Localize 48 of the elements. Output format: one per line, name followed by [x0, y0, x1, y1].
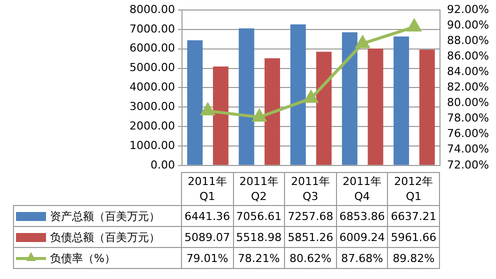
y2-tick-label: 76.00%	[447, 127, 489, 140]
data-label: 89.82%	[388, 248, 440, 268]
point	[252, 110, 266, 122]
data-label: 6441.36	[182, 206, 234, 226]
data-label: 6637.21	[388, 206, 440, 226]
y-tick-label: 6000.00	[130, 42, 175, 55]
y2-tick-label: 80.00%	[447, 96, 489, 110]
y-tick-label: 4000.00	[130, 80, 175, 94]
legend-label: 负债总额（百美万元）	[14, 226, 182, 248]
x-tick-label: 2011年Q2	[233, 172, 285, 206]
y2-tick-label: 88.00%	[447, 34, 489, 47]
y2-tick-label: 86.00%	[447, 49, 489, 62]
y2-tick-label: 92.00%	[447, 2, 489, 16]
data-label: 80.62%	[284, 248, 336, 268]
data-label: 6853.86	[336, 206, 388, 226]
data-label: 87.68%	[336, 248, 388, 268]
x-tick-label: 2011年Q4	[336, 172, 388, 206]
point	[201, 103, 214, 116]
y-tick-label: 3000.00	[130, 100, 175, 113]
data-label: 5089.07	[182, 226, 234, 248]
point	[408, 19, 421, 32]
y2-tick-label: 82.00%	[447, 80, 489, 94]
point	[304, 90, 318, 103]
y2-tick-label: 72.00%	[447, 158, 489, 172]
y2-tick-label: 74.00%	[447, 142, 489, 156]
y2-tick-label: 84.00%	[447, 65, 489, 78]
y-tick-label: 0.00	[150, 158, 175, 172]
legend-label: 负债率（%）	[14, 248, 182, 268]
data-label: 5518.98	[233, 226, 285, 248]
y2-tick-label: 78.00%	[447, 112, 489, 125]
y-tick-label: 8000.00	[130, 2, 175, 16]
y2-tick-label: 90.00%	[447, 18, 489, 32]
point	[356, 36, 370, 48]
data-label: 6009.24	[336, 226, 388, 248]
y-tick-label: 1000.00	[130, 138, 175, 152]
data-label: 7056.61	[233, 206, 285, 226]
data-label: 5961.66	[388, 226, 440, 248]
y-tick-label: 7000.00	[130, 22, 175, 36]
data-label: 5851.26	[284, 226, 336, 248]
data-label: 79.01%	[182, 248, 234, 268]
x-tick-label: 2011年Q1	[182, 172, 234, 206]
x-tick-label: 2011年Q3	[284, 172, 336, 206]
data-label: 78.21%	[233, 248, 285, 268]
legend-label: 资产总额（百美万元）	[14, 206, 182, 226]
y-tick-label: 5000.00	[130, 61, 175, 74]
x-tick-label: 2012年Q1	[388, 172, 440, 206]
data-label: 7257.68	[284, 206, 336, 226]
y-tick-label: 2000.00	[130, 119, 175, 132]
